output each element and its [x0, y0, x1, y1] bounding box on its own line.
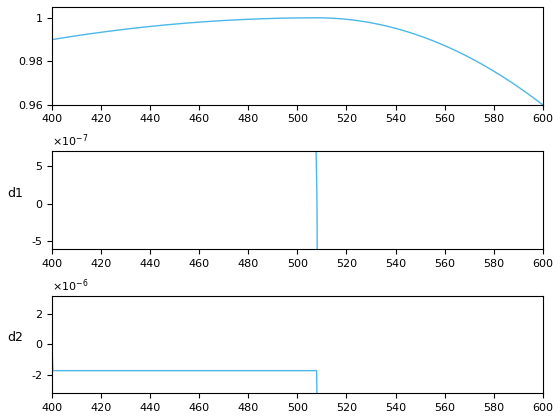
Text: $\times10^{-6}$: $\times10^{-6}$ — [53, 277, 89, 294]
Text: $\times10^{-7}$: $\times10^{-7}$ — [53, 133, 88, 149]
Y-axis label: d2: d2 — [7, 331, 23, 344]
Y-axis label: d1: d1 — [7, 187, 23, 200]
